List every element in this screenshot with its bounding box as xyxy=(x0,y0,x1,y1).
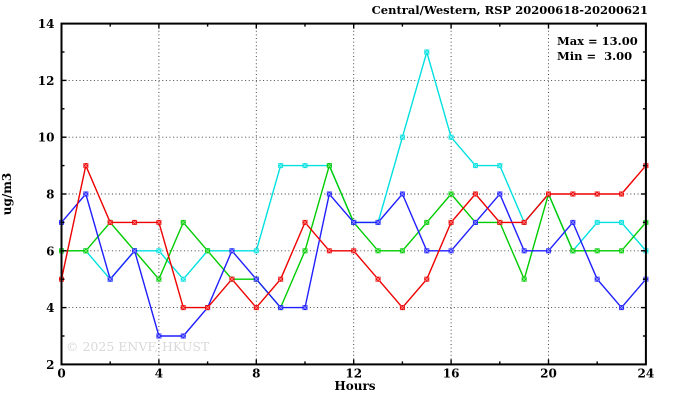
series-red-marker-cross xyxy=(278,276,283,282)
series-red-marker-cross xyxy=(254,305,259,310)
series-red-marker-cross xyxy=(302,220,308,225)
y-tick-label: 2 xyxy=(46,358,54,372)
series-blue-marker-cross xyxy=(521,248,527,254)
series-blue-marker-cross xyxy=(254,276,259,282)
x-tick-label: 8 xyxy=(252,367,260,381)
series-red-marker-cross xyxy=(107,220,113,225)
series-green-marker-cross xyxy=(570,248,576,254)
series-blue-marker-cross xyxy=(180,333,186,339)
series-green-marker-cross xyxy=(302,248,308,254)
series-red-marker-cross xyxy=(570,191,576,197)
series-red-marker-cross xyxy=(83,163,89,168)
series-red-marker-cross xyxy=(375,276,381,282)
x-tick-label: 12 xyxy=(345,367,362,381)
y-tick-label: 8 xyxy=(46,188,54,202)
y-tick-label: 4 xyxy=(46,301,54,315)
series-blue-marker-cross xyxy=(375,220,381,225)
series-cyan-marker-cross xyxy=(180,276,186,282)
series-blue-marker-cross xyxy=(107,276,113,282)
series-blue-marker-cross xyxy=(448,248,454,254)
series-red-marker-cross xyxy=(424,276,430,282)
series-red-marker-cross xyxy=(351,248,356,254)
x-tick-label: 16 xyxy=(443,367,460,381)
x-axis-label: Hours xyxy=(334,379,376,393)
series-cyan-marker-cross xyxy=(254,248,259,254)
series-green-marker-cross xyxy=(619,248,624,254)
series-blue-marker-cross xyxy=(619,305,624,310)
series-blue-marker-cross xyxy=(570,220,576,225)
series-red-marker-cross xyxy=(473,191,478,197)
series-blue-marker-cross xyxy=(156,333,162,339)
series-blue-marker-cross xyxy=(351,220,356,225)
series-cyan-line xyxy=(61,49,647,281)
series-cyan-marker-cross xyxy=(619,220,624,225)
series-blue-marker-cross xyxy=(400,191,405,197)
series-green-marker-cross xyxy=(156,276,162,282)
series-red-marker-cross xyxy=(546,191,551,197)
series-blue-marker-cross xyxy=(327,191,332,197)
series-cyan-marker-cross xyxy=(594,220,600,225)
series-red-marker-cross xyxy=(521,220,527,225)
legend-max-value: Max = 13.00 xyxy=(557,34,638,48)
y-tick-label: 6 xyxy=(46,244,54,258)
series-green-marker-cross xyxy=(83,248,89,254)
series-cyan-marker-cross xyxy=(497,163,503,168)
series-cyan-marker-cross xyxy=(302,163,308,168)
legend: Max = 13.00 Min = 3.00 xyxy=(557,34,638,63)
series-green-marker-cross xyxy=(594,248,600,254)
series-green-marker-cross xyxy=(424,220,430,225)
series-red-marker-cross xyxy=(619,191,624,197)
series-green-marker-cross xyxy=(400,248,405,254)
series-red-marker-cross xyxy=(229,276,235,282)
y-tick-label: 14 xyxy=(38,17,55,31)
series-red-marker-cross xyxy=(156,220,162,225)
series-blue-marker-cross xyxy=(229,248,235,254)
series-cyan-marker-cross xyxy=(156,248,162,254)
series-blue-marker-cross xyxy=(83,191,89,197)
series-blue-marker-cross xyxy=(424,248,430,254)
series-red-marker-cross xyxy=(132,220,137,225)
series-green-marker-cross xyxy=(180,220,186,225)
watermark: © 2025 ENVF, HKUST xyxy=(66,339,210,354)
series-red-marker-cross xyxy=(400,305,405,310)
series-blue-marker-cross xyxy=(546,248,551,254)
series-blue-marker-cross xyxy=(278,305,283,310)
series-cyan-marker-cross xyxy=(448,134,454,140)
x-tick-label: 24 xyxy=(638,367,655,381)
series-green-marker-cross xyxy=(327,163,332,168)
series-blue-marker-cross xyxy=(497,191,503,197)
series-cyan-marker-cross xyxy=(424,49,430,55)
y-tick-label: 12 xyxy=(38,74,55,88)
series-blue-marker-cross xyxy=(132,248,137,254)
series-green-marker-cross xyxy=(521,276,527,282)
series-red-marker-cross xyxy=(180,305,186,310)
x-tick-label: 20 xyxy=(540,367,557,381)
series-red-marker-cross xyxy=(497,220,503,225)
series-red-marker-cross xyxy=(448,220,454,225)
series-cyan-marker-cross xyxy=(278,163,283,168)
series-blue-marker-cross xyxy=(302,305,308,310)
series-blue-marker-cross xyxy=(594,276,600,282)
series-green-marker-cross xyxy=(448,191,454,197)
series-cyan-marker-cross xyxy=(473,163,478,168)
series-green-marker-cross xyxy=(205,248,210,254)
series-cyan-marker-cross xyxy=(400,134,405,140)
series-green-marker-cross xyxy=(375,248,381,254)
series-red-marker-cross xyxy=(327,248,332,254)
series-blue-marker-cross xyxy=(473,220,478,225)
x-tick-label: 4 xyxy=(155,367,163,381)
x-tick-label: 0 xyxy=(57,367,65,381)
y-axis-label: ug/m3 xyxy=(0,172,14,216)
series-red-marker-cross xyxy=(205,305,210,310)
chart-title: Central/Western, RSP 20200618-20200621 xyxy=(371,3,648,17)
series-red-marker-cross xyxy=(594,191,600,197)
y-tick-label: 10 xyxy=(38,131,55,145)
legend-min-value: Min = 3.00 xyxy=(557,48,633,63)
